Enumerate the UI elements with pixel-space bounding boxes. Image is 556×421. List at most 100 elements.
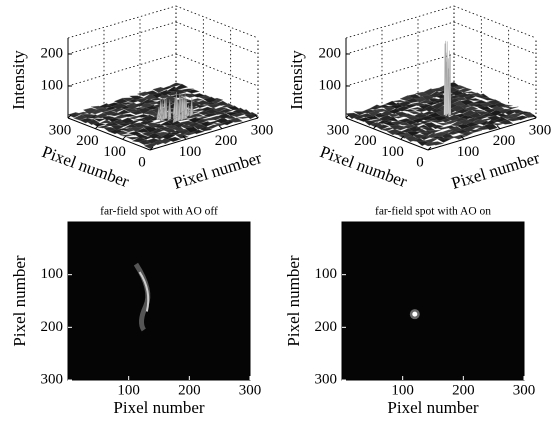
tick-mark <box>254 114 259 119</box>
surface-patch <box>112 119 127 125</box>
surface <box>345 40 537 147</box>
surface-patch <box>382 120 398 126</box>
surface-patch <box>135 114 150 118</box>
box-edge <box>67 5 177 39</box>
surface-patch <box>98 103 113 109</box>
grid-line <box>67 21 177 55</box>
surface-patch <box>205 124 220 129</box>
surface-patch <box>498 119 514 125</box>
tick-mark <box>427 146 432 151</box>
z-tick-label: 200 <box>41 45 64 61</box>
surface-patch <box>120 134 135 137</box>
surface-patch <box>407 93 422 99</box>
surface-patch <box>357 117 372 122</box>
surface-patch <box>115 109 131 115</box>
tick-mark <box>345 114 350 119</box>
z-axis-label: Intensity <box>287 50 306 110</box>
surface-patch <box>516 111 531 115</box>
surface-patch <box>122 113 136 117</box>
surface-patch <box>475 111 490 116</box>
y-tick-label: 300 <box>41 371 64 387</box>
surface-peak <box>180 94 185 114</box>
surface-patch <box>220 103 236 108</box>
surface-patch <box>397 100 413 107</box>
surface-patch <box>397 118 413 123</box>
surface-patch <box>185 89 200 94</box>
x-tick-label: 200 <box>493 133 516 149</box>
surface-patch <box>423 138 438 144</box>
surface-patch <box>116 127 131 131</box>
y-tick-label: 100 <box>315 266 338 282</box>
surface-patch <box>409 107 424 110</box>
grid-line <box>175 21 259 55</box>
surface-patch <box>151 123 166 128</box>
y-tick-label: 200 <box>76 133 99 149</box>
tick-mark <box>182 135 187 140</box>
surface-patch <box>216 112 232 119</box>
y-tick-label: 300 <box>49 122 72 138</box>
axis-line <box>67 117 151 151</box>
surface-patch <box>413 111 428 119</box>
surface-patch <box>457 87 473 93</box>
grid-line <box>345 53 455 87</box>
surface-patch <box>403 104 418 109</box>
surface-patch <box>126 136 141 140</box>
surface-patch <box>155 131 170 137</box>
surface-peak <box>167 105 172 120</box>
tick-mark <box>372 125 377 130</box>
y-axis-label: Pixel number <box>10 255 29 346</box>
surface-patch <box>400 113 415 118</box>
x-tick-label: 200 <box>452 382 475 398</box>
surface-patch <box>467 98 482 101</box>
surface-patch <box>75 111 90 115</box>
surface-patch <box>481 97 496 101</box>
x-tick-label: 100 <box>179 144 202 160</box>
grid-line <box>67 53 177 87</box>
surface-patch <box>97 125 111 129</box>
surface-patch <box>102 127 118 132</box>
grid-line <box>453 21 537 55</box>
surface-peak <box>158 112 163 121</box>
surface-patch <box>510 109 525 114</box>
surface-patch <box>384 100 399 106</box>
y-tick-label: 0 <box>416 154 424 170</box>
x-tick-label: 300 <box>529 122 552 138</box>
grid-line <box>345 21 455 55</box>
box-edge <box>453 5 537 39</box>
box-edge <box>345 5 455 39</box>
axis-line <box>427 117 537 151</box>
box-edge <box>175 5 259 39</box>
surface-patch <box>407 111 422 115</box>
surface <box>67 82 259 149</box>
x-tick-label: 100 <box>391 382 414 398</box>
surface-patch <box>228 117 244 123</box>
x-tick-label: 300 <box>239 382 262 398</box>
surface-patch <box>411 134 427 139</box>
surface-patch <box>214 100 230 106</box>
surface-patch <box>469 92 484 97</box>
surface-patch <box>100 115 116 121</box>
surface-peak <box>185 109 190 118</box>
surface-patch <box>212 107 228 112</box>
image-area <box>67 221 251 381</box>
surface-patch <box>113 98 129 105</box>
surface-patch <box>105 102 121 107</box>
surface-patch <box>232 107 247 114</box>
axis-line <box>345 117 429 151</box>
grid-line <box>175 53 259 87</box>
tick-mark <box>218 125 223 130</box>
y-tick-label: 300 <box>327 122 350 138</box>
surface-patch <box>393 111 409 117</box>
surface-patch <box>156 126 172 131</box>
surface-patch <box>93 118 107 122</box>
tick-mark <box>94 125 99 130</box>
surface-patch <box>443 125 457 129</box>
x-tick-label: 200 <box>178 382 201 398</box>
z-axis-label: Intensity <box>9 50 28 110</box>
surface-patch <box>423 122 438 129</box>
x-tick-label: 300 <box>513 382 536 398</box>
x-tick-label: 200 <box>215 133 238 149</box>
surface-patch <box>463 91 478 94</box>
surface-patch <box>475 125 491 131</box>
